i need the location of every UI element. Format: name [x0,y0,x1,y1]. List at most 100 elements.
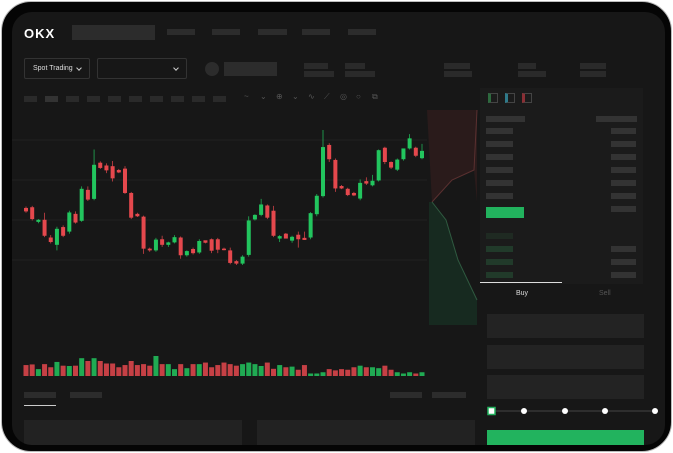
candle-up [376,150,381,181]
bid-row-amount [611,246,636,252]
volume-bar [73,365,78,376]
tab-open-orders[interactable] [24,392,56,398]
volume-bar [48,367,54,376]
tab-order-history[interactable] [70,392,102,398]
toolbar-tool-icon[interactable]: ◎ [340,92,347,101]
volume-bar [301,365,307,376]
nav-item[interactable] [258,29,287,35]
nav-item[interactable] [167,29,195,35]
slider-stop[interactable] [521,408,527,414]
orderbook-both-icon[interactable] [488,93,498,103]
volume-bar [35,369,41,376]
nav-item[interactable] [302,29,330,35]
ticker-stat [518,71,546,77]
nav-item[interactable] [212,29,240,35]
toolbar-tool-icon[interactable]: ⌄ [292,92,299,101]
candle-down [98,162,103,168]
candle-down [209,239,214,251]
volume-bar [314,373,320,376]
candle-up [92,164,97,199]
search-bar[interactable] [72,25,155,40]
toolbar-tool-icon[interactable]: ⊕ [276,92,283,101]
candle-up [36,219,41,222]
candle-up [358,182,363,199]
ask-row-price [486,141,513,147]
toolbar-interval-button [87,96,100,102]
candlestick-chart[interactable] [12,110,480,400]
candle-down [364,181,369,184]
ticker-stat [580,63,606,69]
candle-up [240,256,245,264]
candle-up [321,147,325,197]
candle-down [123,168,127,193]
depth-bid-area [429,202,477,325]
tab-sell[interactable]: Sell [599,290,611,297]
orderbook-buy-icon[interactable] [505,93,515,103]
candle-up [395,159,400,170]
candle-up [370,180,375,186]
toolbar-interval-button [108,96,121,102]
tab-buy[interactable]: Buy [516,290,529,297]
volume-bar [184,368,190,376]
toolbar-tool-icon[interactable]: ○ [356,92,361,101]
volume-bar [116,367,122,376]
slider-stop[interactable] [602,408,608,414]
toolbar-tool-icon[interactable]: ~ [244,92,249,101]
ticker-stat [444,63,470,69]
candle-down [141,216,146,249]
volume-bar [357,365,363,376]
candle-up [290,236,295,241]
ask-row-amount [611,141,636,147]
market-type-dropdown[interactable]: Spot Trading [24,58,90,79]
toolbar-interval-button [24,96,37,102]
volume-bar [190,364,196,376]
depth-ask-area [427,110,477,202]
toolbar-tool-icon[interactable]: ⧉ [372,92,378,101]
amount-slider[interactable] [487,406,659,416]
volume-bar [165,364,171,376]
filter-button[interactable] [390,392,422,398]
orderbook-sell-icon[interactable] [522,93,532,103]
toolbar-tool-icon[interactable]: ∿ [308,92,315,101]
volume-bar [147,365,153,376]
ask-row-amount [611,193,636,199]
candle-down [135,213,140,217]
volume-bar [227,364,233,376]
order-book [480,88,643,284]
volume-bar [388,369,394,376]
volume-bar [60,365,66,376]
volume-bar [215,365,221,376]
mid-price [486,207,524,218]
volume-bar [351,367,357,376]
nav-item[interactable] [348,29,376,35]
volume-bar [400,373,406,376]
volume-bar [209,367,215,376]
ticker-stat [580,71,606,77]
candle-down [42,219,47,236]
candle-down [215,239,220,250]
slider-handle[interactable] [487,406,496,416]
slider-stop[interactable] [652,408,658,414]
volume-bar [339,369,345,376]
volume-bar [29,364,35,376]
buy-button[interactable] [487,430,644,445]
amount-input[interactable] [487,345,644,369]
volume-bar [153,356,159,376]
price-input[interactable] [487,314,644,338]
candle-up [308,213,313,238]
candle-down [234,261,239,264]
trading-screen: OKX Spot Trading Buy Sell ~ ⌄ ⊕ ⌄ ∿ ⟋ ◎ ○ ⧉ [12,12,665,445]
candle-down [271,210,276,236]
toolbar-tool-icon[interactable]: ⌄ [260,92,267,101]
candle-up [252,214,257,220]
pair-dropdown[interactable] [97,58,187,79]
candle-up [259,204,264,215]
candle-up [153,239,158,251]
slider-stop[interactable] [562,408,568,414]
filter-button[interactable] [432,392,466,398]
toolbar-tool-icon[interactable]: ⟋ [324,92,330,101]
bid-row-price [486,272,513,278]
candle-down [382,147,387,163]
volume-bar [85,361,91,376]
total-input[interactable] [487,375,644,399]
